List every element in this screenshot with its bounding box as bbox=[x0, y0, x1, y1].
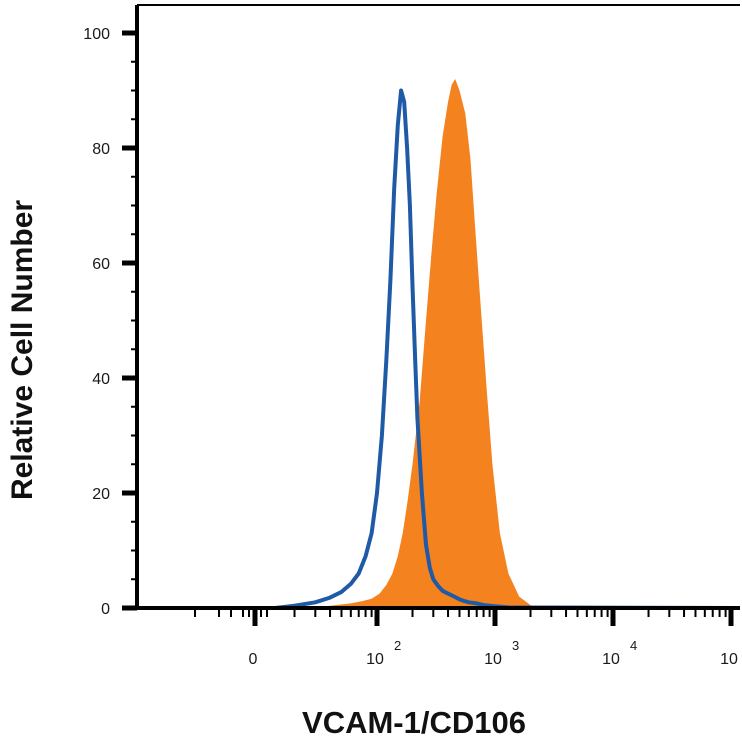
x-tick-label: 10 bbox=[484, 651, 502, 668]
series-0-filled-area bbox=[137, 79, 740, 608]
x-tick-label: 0 bbox=[249, 651, 258, 668]
y-tick-label: 60 bbox=[92, 256, 110, 273]
x-tick-label: 10 bbox=[602, 651, 620, 668]
x-tick-label: 10 bbox=[720, 651, 738, 668]
y-tick-label: 80 bbox=[92, 141, 110, 158]
y-tick-label: 40 bbox=[92, 371, 110, 388]
x-tick-exponent: 3 bbox=[512, 638, 519, 653]
tick-labels: 0204060801000102103104105 bbox=[83, 26, 738, 668]
x-tick-exponent: 2 bbox=[394, 638, 401, 653]
plot-area bbox=[137, 79, 741, 610]
y-tick-label: 100 bbox=[83, 26, 110, 43]
x-tick-exponent: 4 bbox=[630, 638, 637, 653]
series-1-outline bbox=[137, 88, 741, 610]
x-tick-label: 10 bbox=[366, 651, 384, 668]
axes bbox=[122, 4, 740, 626]
y-axis-title: Relative Cell Number bbox=[6, 200, 39, 500]
x-axis-title: VCAM-1/CD106 bbox=[302, 705, 526, 740]
y-tick-label: 20 bbox=[92, 486, 110, 503]
y-tick-label: 0 bbox=[101, 601, 110, 618]
